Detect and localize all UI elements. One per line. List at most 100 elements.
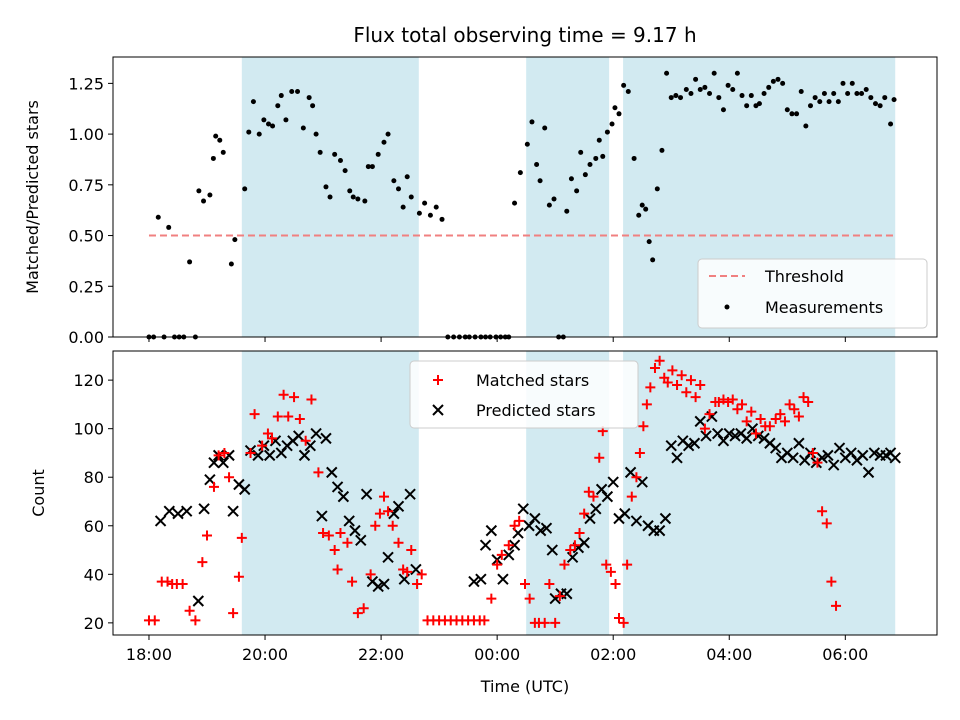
measurement-point [310, 103, 316, 109]
matched-star-point [779, 416, 790, 427]
top-panel-ratio: 0.00 0.25 0.50 0.75 1.00 1.25 Matched/Predict… [23, 56, 938, 347]
matched-star-point [618, 617, 629, 628]
measurement-point [716, 95, 722, 101]
predicted-star-point [816, 452, 828, 464]
measurement-point [596, 137, 602, 143]
measurement-point [400, 204, 406, 210]
predicted-star-point [624, 466, 637, 479]
measurement-point [803, 123, 809, 129]
predicted-star-point [717, 435, 730, 447]
measurement-point [542, 125, 548, 131]
bottom-ytick-label: 100 [73, 420, 104, 439]
measurement-point [278, 93, 284, 99]
measurement-point [266, 121, 272, 127]
matched-star-point [524, 593, 535, 604]
top-axes-frame [112, 56, 938, 338]
matched-star-point [695, 379, 706, 390]
matched-star-point [412, 579, 423, 590]
matched-star-point [654, 355, 665, 366]
predicted-star-point [343, 515, 355, 527]
predicted-star-point [163, 505, 175, 517]
matched-star-point [793, 411, 804, 422]
measurement-point [210, 155, 216, 161]
measurement-point [643, 206, 649, 212]
predicted-star-point [355, 534, 367, 547]
xtick-label: 18:00 [126, 645, 172, 664]
predicted-star-point [828, 459, 840, 471]
measurement-point [668, 95, 674, 101]
matched-star-point [539, 617, 550, 628]
measurement-point [250, 99, 256, 105]
matched-star-point [638, 421, 649, 432]
measurement-point [720, 107, 726, 113]
xtick-label: 04:00 [706, 645, 752, 664]
matched-star-point [294, 413, 305, 424]
measurement-point [323, 184, 329, 190]
xtick-label: 02:00 [590, 645, 636, 664]
matched-star-point [579, 508, 590, 519]
predicted-star-point [700, 430, 712, 442]
matched-star-point [228, 608, 239, 619]
predicted-star-point [862, 466, 875, 479]
measurement-point [228, 261, 234, 267]
matched-star-point [332, 564, 343, 575]
matched-star-point [588, 491, 599, 502]
xtick-label: 00:00 [474, 645, 520, 664]
predicted-star-point [475, 573, 487, 585]
measurement-point [739, 93, 745, 99]
measurement-point [775, 76, 781, 82]
matched-star-point [289, 392, 300, 403]
matched-star-point [746, 406, 757, 417]
predicted-star-point [671, 452, 683, 464]
measurement-point [639, 202, 645, 208]
top-legend: Threshold Measurements [697, 258, 928, 329]
top-y-axis: 0.00 0.25 0.50 0.75 1.00 1.25 [68, 74, 113, 347]
matched-star-point [803, 396, 814, 407]
matched-star-point [807, 447, 818, 458]
measurement-point [317, 149, 323, 155]
matched-star-point [764, 421, 775, 432]
measurement-point [621, 82, 627, 88]
measurement-point [877, 103, 883, 109]
measurement-point [688, 91, 694, 97]
matched-star-point [634, 447, 645, 458]
predicted-star-point [331, 481, 344, 493]
measurement-point [256, 131, 262, 137]
measurement-point [537, 178, 543, 184]
predicted-star-point [154, 515, 167, 527]
predicted-star-point [889, 452, 901, 464]
measurement-point [697, 86, 703, 92]
predicted-star-point [208, 456, 220, 469]
matched-star-point [358, 603, 369, 614]
matched-star-point [676, 370, 687, 381]
measurement-point [835, 99, 841, 105]
predicted-star-point [636, 476, 648, 488]
matched-star-point [550, 617, 561, 628]
matched-star-point [514, 515, 525, 526]
measurement-point [207, 192, 213, 198]
measurement-point [355, 196, 361, 202]
measurement-point [155, 214, 161, 220]
predicted-star-point [508, 539, 521, 551]
predicted-star-point [382, 551, 394, 564]
measurement-point [270, 123, 276, 129]
measurement-point [295, 88, 301, 94]
legend-measurements-label: Measurements [765, 298, 883, 317]
measurement-point [350, 194, 356, 200]
measurement-point [725, 82, 731, 88]
matched-star-point [681, 387, 692, 398]
predicted-star-point [517, 503, 529, 515]
predicted-star-point [769, 442, 782, 454]
predicted-star-point [227, 505, 239, 517]
matched-star-point [233, 571, 244, 582]
measurement-point [744, 103, 750, 109]
predicted-star-point [292, 430, 305, 442]
predicted-star-point [503, 549, 515, 561]
predicted-star-point [310, 427, 322, 440]
measurement-point [891, 97, 897, 103]
predicted-star-point [529, 512, 541, 525]
matched-star-point [219, 447, 230, 458]
matched-star-point [224, 472, 235, 483]
measurement-point [408, 194, 414, 200]
predicted-star-point [320, 432, 332, 445]
